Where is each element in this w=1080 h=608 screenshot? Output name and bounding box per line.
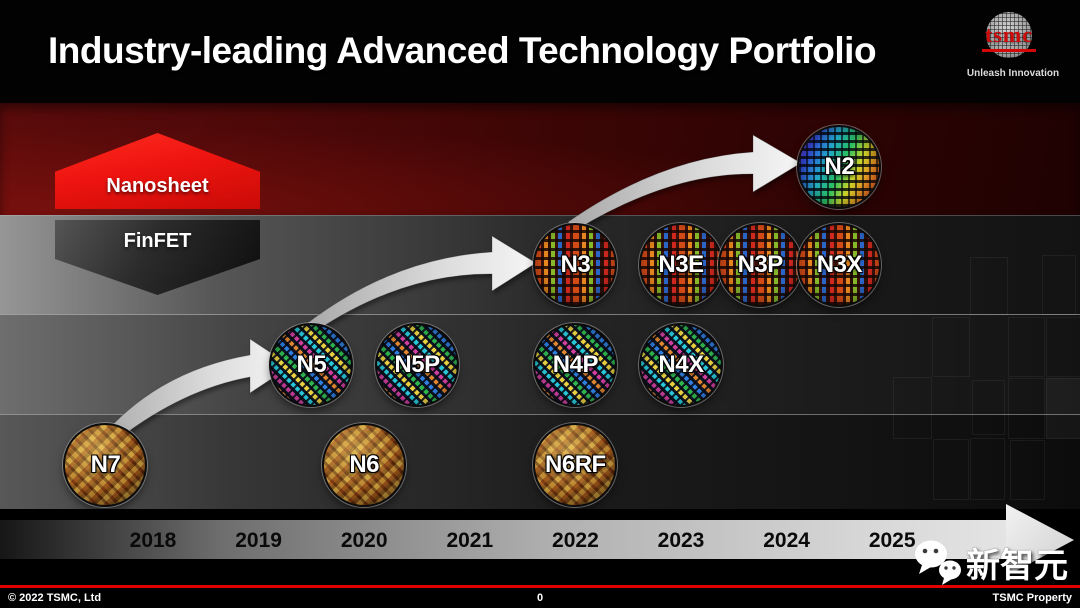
footer-page-number: 0 <box>536 592 544 604</box>
timeline-year-2025: 2025 <box>868 529 916 552</box>
footer: © 2022 TSMC, Ltd 0 TSMC Property <box>0 589 1080 608</box>
wafer-n4p: N4P <box>535 325 616 405</box>
logo-brand-text: tsmc <box>985 22 1033 47</box>
wafer-label: N5P <box>394 351 440 378</box>
wechat-icon <box>915 540 961 585</box>
timeline-year-2021: 2021 <box>446 529 494 552</box>
timeline-year-2020: 2020 <box>340 529 388 552</box>
timeline-year-2018: 2018 <box>129 529 177 552</box>
wafer-n6: N6 <box>324 425 405 505</box>
footer-property: TSMC Property <box>992 592 1072 604</box>
page-title: Industry-leading Advanced Technology Por… <box>48 30 877 71</box>
wafer-n4x: N4X <box>641 325 721 405</box>
timeline-years: 2018 2019 2020 2021 2022 2023 2024 2025 <box>0 528 1080 554</box>
timeline-year-2023: 2023 <box>657 529 705 552</box>
wafer-label: N4P <box>552 351 599 378</box>
wafer-n2: N2 <box>799 127 880 207</box>
wafer-label: N5 <box>296 351 327 378</box>
wafer-label: N3E <box>658 251 704 278</box>
wafer-n3x: N3X <box>799 225 880 305</box>
wafer-label: N2 <box>824 153 855 180</box>
wafer-label: N3 <box>560 251 591 278</box>
wafer-label: N6 <box>349 451 380 478</box>
timeline-year-2019: 2019 <box>235 529 282 552</box>
wafer-label: N7 <box>90 451 121 478</box>
watermark-text: 新智元 <box>966 545 1068 586</box>
tsmc-logo: tsmc Unleash Innovation <box>967 8 1072 98</box>
wafer-label: N4X <box>658 351 704 378</box>
wafer-label: N3P <box>737 251 784 278</box>
wafer-label: N3X <box>816 251 863 278</box>
timeline-arrow-body <box>0 520 1008 559</box>
logo-underline <box>982 49 1036 52</box>
wafer-n5p: N5P <box>377 325 457 405</box>
timeline-year-2022: 2022 <box>552 529 599 552</box>
wafer-n5: N5 <box>271 325 352 405</box>
wafer-label: N6RF <box>545 451 606 478</box>
logo-tagline: Unleash Innovation <box>966 68 1060 79</box>
wafer-n3e: N3E <box>641 225 721 305</box>
wafer-n7: N7 <box>65 425 146 505</box>
watermark: 新智元 <box>912 534 1080 590</box>
nanosheet-badge-label: Nanosheet <box>106 174 209 197</box>
wafer-n6rf: N6RF <box>535 425 616 505</box>
header: Industry-leading Advanced Technology Por… <box>0 0 1080 103</box>
wafer-n3: N3 <box>535 225 616 305</box>
timeline-year-2024: 2024 <box>763 529 810 552</box>
footer-red-line <box>0 585 1080 588</box>
finfet-badge-label: FinFET <box>123 230 192 252</box>
footer-copyright: © 2022 TSMC, Ltd <box>8 592 102 604</box>
wafer-n3p: N3P <box>720 225 801 305</box>
